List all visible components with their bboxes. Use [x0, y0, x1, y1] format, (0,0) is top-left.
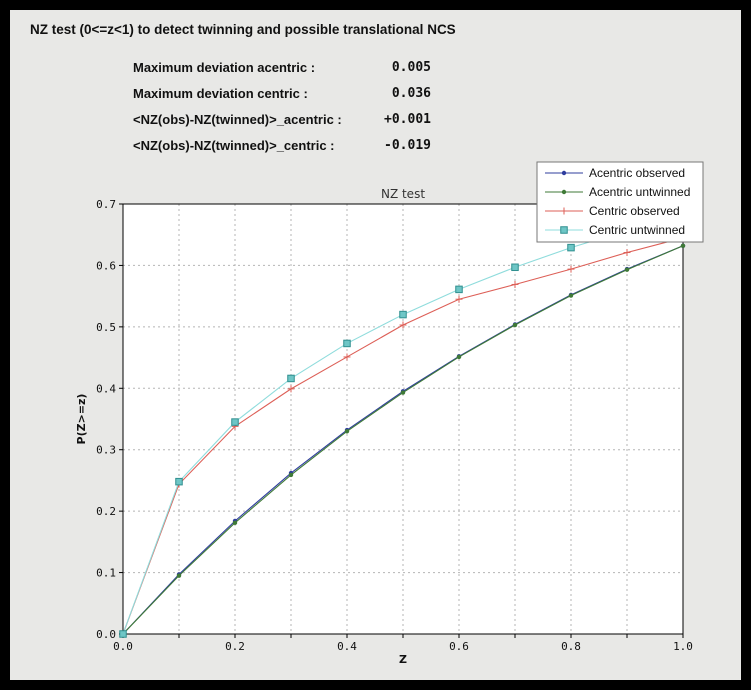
stat-row: Maximum deviation acentric : 0.005: [133, 54, 431, 80]
x-tick-label: 1.0: [673, 640, 693, 653]
marker-dot: [344, 429, 350, 434]
stats-block: Maximum deviation acentric : 0.005 Maxim…: [133, 54, 431, 158]
y-tick-label: 0.4: [96, 382, 116, 395]
legend-label: Centric observed: [589, 204, 680, 218]
marker-dot: [232, 520, 238, 526]
y-tick-label: 0.0: [96, 628, 116, 641]
window-panel: NZ test (0<=z<1) to detect twinning and …: [10, 10, 741, 680]
stat-value: 0.036: [391, 85, 431, 101]
y-tick-label: 0.7: [96, 198, 116, 211]
marker-dot: [456, 354, 462, 360]
x-tick-label: 0.0: [113, 640, 133, 653]
marker-square: [511, 263, 519, 272]
y-tick-label: 0.2: [96, 505, 116, 518]
marker-square: [287, 374, 295, 383]
chart-body: 0.0 0.2 0.4 0.6 0.8 1.00.00.10.20.30.40.50.60…: [96, 198, 693, 653]
marker-dot: [561, 170, 567, 176]
legend-entry: Acentric observed: [545, 166, 685, 180]
stat-label: <NZ(obs)-NZ(twinned)>_centric :: [133, 137, 335, 153]
y-axis-label: P(Z>=z): [75, 394, 88, 445]
marker-square: [560, 226, 568, 234]
legend-label: Acentric observed: [589, 166, 685, 180]
legend-entry: Centric untwinned: [545, 223, 685, 237]
stat-value: -0.019: [384, 137, 431, 153]
stat-label: Maximum deviation acentric :: [133, 59, 316, 75]
stat-value: +0.001: [384, 111, 431, 127]
marker-square: [343, 339, 351, 348]
marker-dot: [624, 267, 630, 272]
stat-label: <NZ(obs)-NZ(twinned)>_acentric :: [133, 111, 342, 127]
marker-dot: [680, 243, 686, 248]
y-tick-label: 0.5: [96, 321, 116, 334]
stat-row: Maximum deviation centric : 0.036: [133, 80, 431, 106]
series-acentric-untwinned: [120, 243, 686, 637]
marker-dot: [512, 322, 518, 328]
x-tick-label: 0.8: [561, 640, 581, 653]
legend-entry: Acentric untwinned: [545, 185, 690, 199]
chart-title: NZ test: [381, 187, 425, 201]
stat-value: 0.005: [391, 59, 431, 75]
stat-label: Maximum deviation centric :: [133, 85, 308, 101]
marker-square: [455, 285, 463, 294]
stat-row: <NZ(obs)-NZ(twinned)>_acentric : +0.001: [133, 106, 431, 132]
legend: Acentric observed Acentric untwinned Centr…: [536, 161, 704, 243]
legend-entry: Centric observed: [545, 204, 680, 218]
marker-dot: [176, 573, 182, 578]
x-tick-label: 0.2: [225, 640, 245, 653]
x-tick-label: 0.4: [337, 640, 357, 653]
y-tick-label: 0.1: [96, 567, 116, 580]
marker-dot: [568, 293, 574, 298]
x-axis: 0.0 0.2 0.4 0.6 0.8 1.0: [113, 634, 693, 653]
marker-square: [119, 630, 127, 638]
legend-layer: Acentric observed Acentric untwinned Centr…: [536, 161, 704, 243]
page-title: NZ test (0<=z<1) to detect twinning and …: [30, 22, 456, 37]
y-axis: 0.0 0.1 0.2 0.3 0.4 0.5 0.6 0.7: [96, 198, 123, 641]
y-tick-label: 0.3: [96, 444, 116, 457]
nz-test-chart: 0.0 0.2 0.4 0.6 0.8 1.00.00.10.20.30.40.50.60…: [75, 161, 704, 666]
marker-square: [567, 243, 575, 252]
x-tick-label: 0.6: [449, 640, 469, 653]
stat-row: <NZ(obs)-NZ(twinned)>_centric : -0.019: [133, 132, 431, 158]
legend-label: Acentric untwinned: [589, 185, 690, 199]
x-axis-label: Z: [399, 653, 407, 666]
y-tick-label: 0.6: [96, 259, 116, 272]
marker-dot: [288, 472, 294, 478]
marker-dot: [561, 189, 567, 195]
legend-label: Centric untwinned: [589, 223, 685, 237]
marker-square: [231, 418, 239, 426]
marker-square: [175, 477, 183, 486]
marker-dot: [400, 390, 406, 395]
marker-square: [399, 310, 407, 319]
